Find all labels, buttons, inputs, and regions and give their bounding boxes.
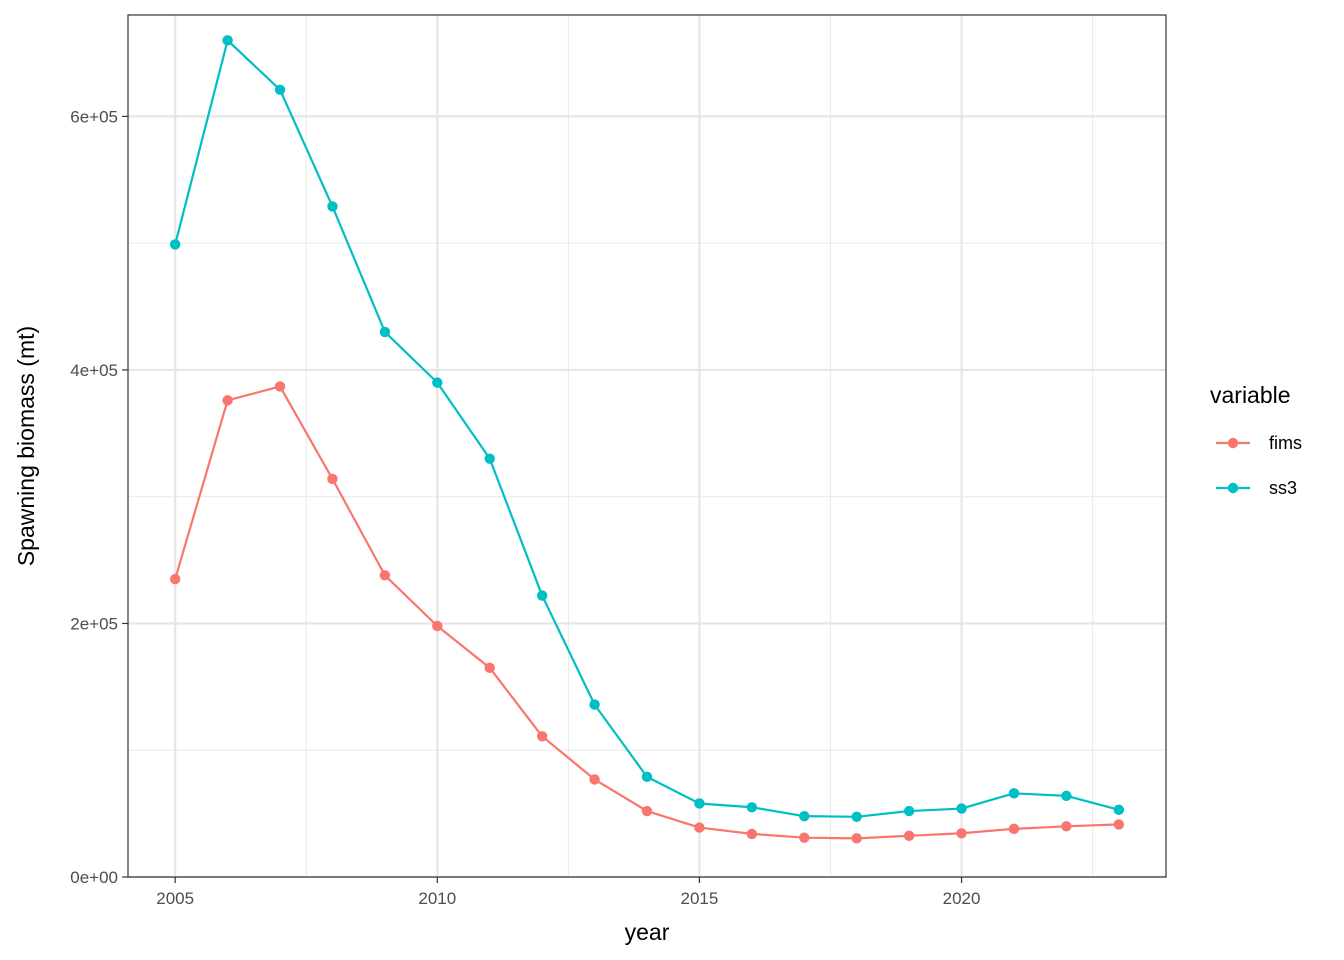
series-ss3 (169, 35, 1125, 822)
legend-items: fims ss3 (1216, 433, 1302, 498)
y-tick-labels: 0e+00 2e+05 4e+05 6e+05 (70, 107, 118, 887)
series-fims (169, 381, 1125, 844)
data-point-fims (484, 662, 495, 674)
data-point-ss3 (432, 377, 443, 388)
data-point-ss3 (222, 35, 233, 46)
y-tick-label: 0e+00 (70, 868, 118, 887)
legend-item-fims: fims (1216, 433, 1302, 453)
data-point-fims (222, 395, 233, 406)
data-point-ss3 (1113, 804, 1125, 816)
series-layer (169, 35, 1125, 844)
data-point-ss3 (694, 798, 705, 809)
data-point-ss3 (851, 811, 862, 822)
data-point-ss3 (956, 803, 967, 814)
data-point-ss3 (536, 590, 548, 601)
data-point-fims (589, 774, 600, 785)
data-point-ss3 (274, 84, 286, 95)
data-point-ss3 (327, 201, 338, 212)
data-point-fims (956, 828, 967, 839)
data-point-ss3 (379, 326, 391, 338)
data-point-ss3 (641, 771, 653, 783)
minor-grid (128, 15, 1166, 877)
legend-key-point (1227, 437, 1239, 449)
data-point-ss3 (484, 453, 495, 464)
data-point-fims (694, 822, 705, 833)
legend-title: variable (1210, 382, 1291, 408)
data-point-fims (379, 570, 391, 581)
data-point-fims (432, 620, 443, 632)
data-point-ss3 (589, 699, 600, 710)
y-tick-label: 4e+05 (70, 361, 118, 380)
legend-key-point (1227, 482, 1239, 494)
data-point-fims (274, 381, 286, 392)
axis-ticks (122, 115, 963, 883)
y-tick-label: 2e+05 (70, 614, 118, 633)
data-point-fims (851, 833, 862, 844)
x-tick-labels: 2005 2010 2015 2020 (156, 889, 980, 908)
legend-label: ss3 (1269, 478, 1297, 498)
data-point-fims (746, 828, 758, 840)
data-point-fims (903, 830, 915, 842)
data-point-ss3 (169, 239, 181, 250)
data-point-fims (1061, 821, 1072, 832)
data-point-ss3 (1061, 790, 1072, 802)
data-point-fims (169, 573, 181, 585)
x-tick-label: 2020 (943, 889, 981, 908)
data-point-ss3 (746, 802, 758, 813)
legend-label: fims (1269, 433, 1302, 453)
data-point-fims (1113, 819, 1125, 830)
y-axis-title: Spawning biomass (mt) (13, 326, 39, 566)
x-tick-label: 2015 (681, 889, 719, 908)
x-tick-label: 2010 (418, 889, 456, 908)
legend: variable fims ss3 (1210, 382, 1302, 498)
x-tick-label: 2005 (156, 889, 194, 908)
data-point-fims (536, 731, 548, 742)
legend-item-ss3: ss3 (1216, 478, 1297, 498)
data-point-ss3 (1008, 788, 1020, 799)
data-point-fims (799, 832, 810, 843)
data-point-ss3 (799, 810, 810, 822)
data-point-fims (327, 473, 338, 485)
x-axis-title: year (625, 919, 670, 945)
data-point-fims (641, 805, 653, 817)
data-point-ss3 (903, 805, 915, 817)
y-tick-label: 6e+05 (70, 107, 118, 126)
data-point-fims (1008, 823, 1020, 835)
panel-border (127, 14, 1167, 878)
